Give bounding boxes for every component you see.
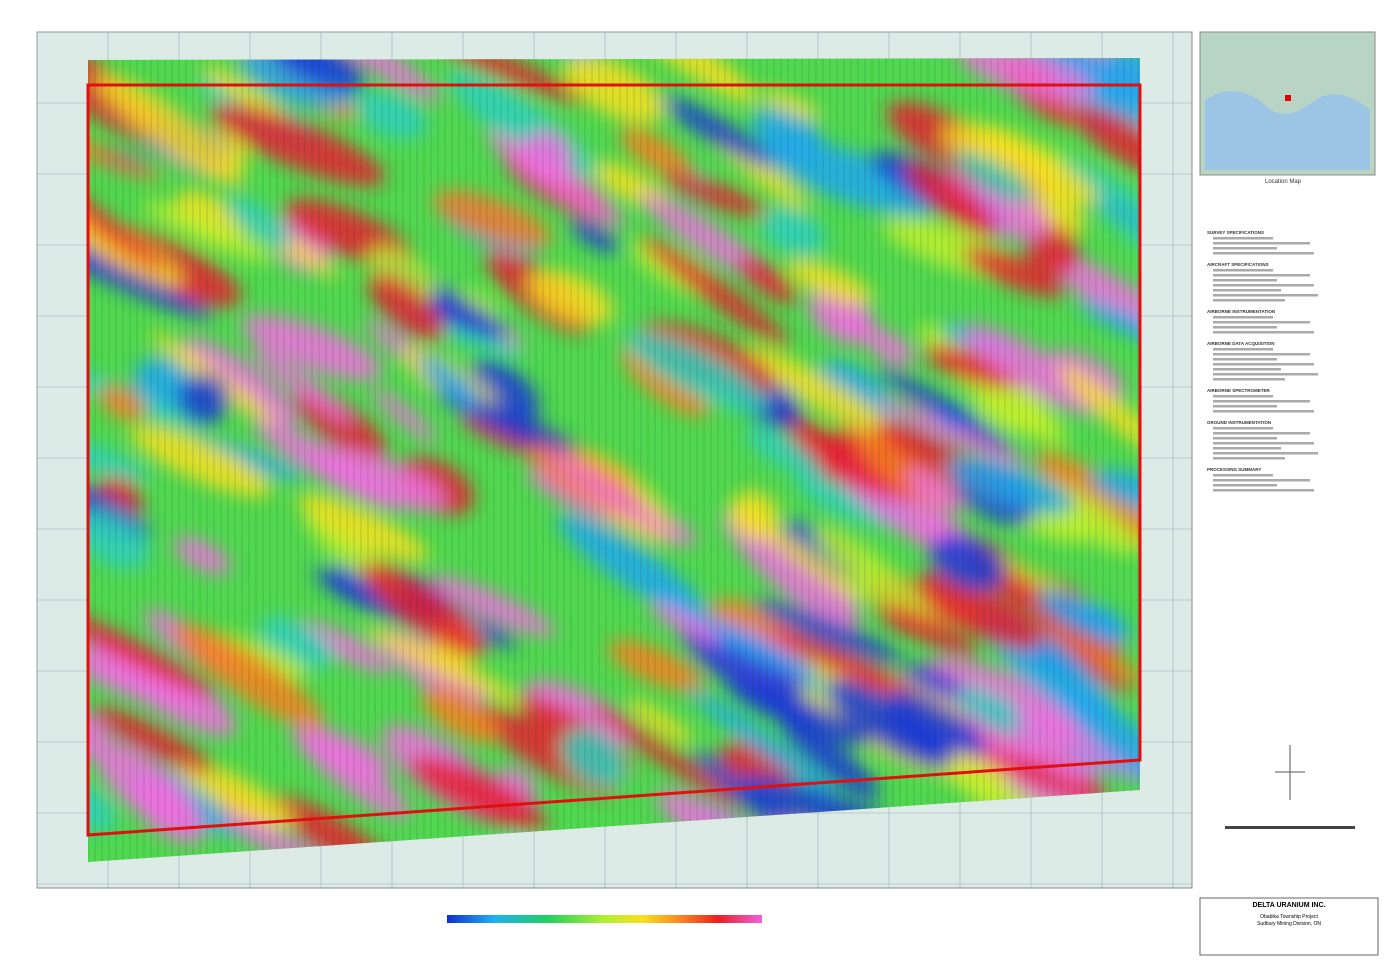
- note-line: [1213, 479, 1310, 482]
- notes-panel: SURVEY SPECIFICATIONS AIRCRAFT SPECIFICAT…: [1207, 230, 1318, 492]
- note-line: [1213, 237, 1273, 240]
- north-arrow: [1275, 745, 1305, 800]
- note-line: [1213, 437, 1277, 440]
- section-heading: AIRBORNE DATA ACQUISITION: [1207, 341, 1275, 346]
- note-line: [1213, 299, 1285, 302]
- section-heading: AIRCRAFT SPECIFICATIONS: [1207, 262, 1269, 267]
- note-line: [1213, 289, 1281, 292]
- note-line: [1213, 474, 1273, 477]
- note-line: [1213, 363, 1314, 366]
- note-line: [1213, 457, 1285, 460]
- note-line: [1213, 279, 1277, 282]
- note-line: [1213, 432, 1310, 435]
- note-line: [1213, 489, 1314, 492]
- note-line: [1213, 353, 1310, 356]
- company-name: DELTA URANIUM INC.: [1253, 902, 1326, 909]
- note-line: [1213, 373, 1318, 376]
- page: Location Map SURVEY SPECIFICATIONS AIRCRA…: [0, 0, 1384, 958]
- note-line: [1213, 284, 1314, 287]
- note-line: [1213, 452, 1318, 455]
- survey-map: Location Map SURVEY SPECIFICATIONS AIRCRA…: [0, 0, 1384, 958]
- section-heading: AIRBORNE SPECTROMETER: [1207, 388, 1271, 393]
- scale-bar: [1225, 826, 1355, 829]
- note-line: [1213, 427, 1273, 430]
- note-line: [1213, 358, 1277, 361]
- location-map-caption: Location Map: [1265, 179, 1302, 185]
- note-line: [1213, 247, 1277, 250]
- section-heading: GROUND INSTRUMENTATION: [1207, 420, 1271, 425]
- note-line: [1213, 252, 1314, 255]
- note-line: [1213, 294, 1318, 297]
- section-heading: PROCESSING SUMMARY: [1207, 467, 1261, 472]
- note-line: [1213, 242, 1310, 245]
- note-line: [1213, 331, 1314, 334]
- note-line: [1213, 368, 1281, 371]
- note-line: [1213, 447, 1281, 450]
- note-line: [1213, 348, 1273, 351]
- project-name: Obabika Township Project: [1260, 914, 1318, 920]
- district-name: Sudbury Mining Division, ON: [1257, 921, 1321, 927]
- note-line: [1213, 326, 1277, 329]
- project-location: [1285, 95, 1291, 101]
- note-line: [1213, 269, 1273, 272]
- note-line: [1213, 405, 1277, 408]
- note-line: [1213, 321, 1310, 324]
- note-line: [1213, 484, 1277, 487]
- note-line: [1213, 316, 1273, 319]
- magnetic-grid: [0, 0, 1212, 907]
- note-line: [1213, 274, 1310, 277]
- section-heading: SURVEY SPECIFICATIONS: [1207, 230, 1264, 235]
- note-line: [1213, 395, 1273, 398]
- note-line: [1213, 442, 1314, 445]
- section-heading: AIRBORNE INSTRUMENTATION: [1207, 309, 1275, 314]
- note-line: [1213, 400, 1310, 403]
- note-line: [1213, 378, 1285, 381]
- color-bar: [447, 915, 762, 923]
- note-line: [1213, 410, 1314, 413]
